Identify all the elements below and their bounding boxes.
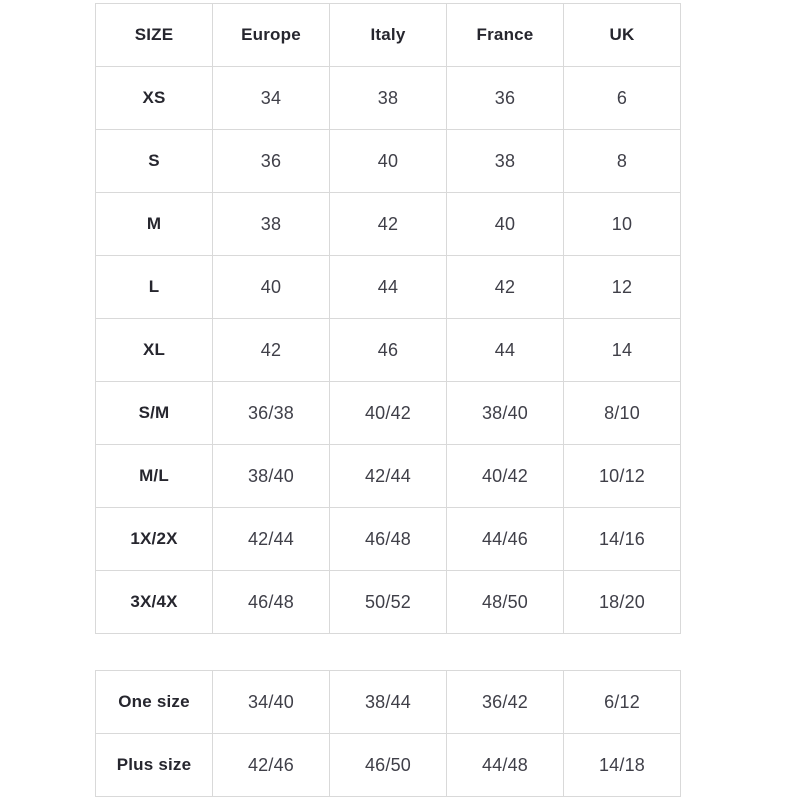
table-cell: 14/16 <box>563 507 681 571</box>
column-header-size: SIZE <box>95 3 213 67</box>
table-cell: 46/48 <box>212 570 330 634</box>
table-cell: 10/12 <box>563 444 681 508</box>
table-row-xl: XL 42 46 44 14 <box>95 318 681 382</box>
table-cell: 40 <box>329 129 447 193</box>
table-cell: 8/10 <box>563 381 681 445</box>
column-header-uk: UK <box>563 3 681 67</box>
row-label-s: S <box>95 129 213 193</box>
table-cell: 44/48 <box>446 733 564 797</box>
table-cell: 34/40 <box>212 670 330 734</box>
table-cell: 42/46 <box>212 733 330 797</box>
table-cell: 36/38 <box>212 381 330 445</box>
table-cell: 40 <box>212 255 330 319</box>
table-cell: 42/44 <box>329 444 447 508</box>
table-cell: 42 <box>446 255 564 319</box>
table-row-m-l: M/L 38/40 42/44 40/42 10/12 <box>95 444 681 508</box>
column-header-france: France <box>446 3 564 67</box>
size-conversion-table: SIZE Europe Italy France UK XS 34 38 36 … <box>95 3 681 634</box>
table-cell: 44 <box>329 255 447 319</box>
table-row-l: L 40 44 42 12 <box>95 255 681 319</box>
header-row: SIZE Europe Italy France UK <box>95 3 681 67</box>
table-cell: 12 <box>563 255 681 319</box>
table-cell: 8 <box>563 129 681 193</box>
table-row-m: M 38 42 40 10 <box>95 192 681 256</box>
table-cell: 38 <box>329 66 447 130</box>
row-label-plus-size: Plus size <box>95 733 213 797</box>
row-label-m: M <box>95 192 213 256</box>
special-sizes-table: One size 34/40 38/44 36/42 6/12 Plus siz… <box>95 670 681 797</box>
table-cell: 36/42 <box>446 670 564 734</box>
table-cell: 6/12 <box>563 670 681 734</box>
table-cell: 48/50 <box>446 570 564 634</box>
column-header-europe: Europe <box>212 3 330 67</box>
size-table-header: SIZE Europe Italy France UK <box>95 3 681 67</box>
table-cell: 38/40 <box>212 444 330 508</box>
table-row-plus-size: Plus size 42/46 46/50 44/48 14/18 <box>95 733 681 797</box>
table-cell: 40 <box>446 192 564 256</box>
table-row-s: S 36 40 38 8 <box>95 129 681 193</box>
table-cell: 38 <box>212 192 330 256</box>
table-cell: 44 <box>446 318 564 382</box>
table-cell: 46/48 <box>329 507 447 571</box>
table-cell: 42 <box>212 318 330 382</box>
table-cell: 38/44 <box>329 670 447 734</box>
row-label-xs: XS <box>95 66 213 130</box>
table-cell: 42/44 <box>212 507 330 571</box>
table-cell: 14 <box>563 318 681 382</box>
row-label-m-l: M/L <box>95 444 213 508</box>
table-cell: 38/40 <box>446 381 564 445</box>
table-cell: 18/20 <box>563 570 681 634</box>
row-label-1x-2x: 1X/2X <box>95 507 213 571</box>
row-label-xl: XL <box>95 318 213 382</box>
table-cell: 14/18 <box>563 733 681 797</box>
table-row-xs: XS 34 38 36 6 <box>95 66 681 130</box>
table-cell: 40/42 <box>329 381 447 445</box>
table-cell: 6 <box>563 66 681 130</box>
table-cell: 34 <box>212 66 330 130</box>
table-cell: 46 <box>329 318 447 382</box>
row-label-3x-4x: 3X/4X <box>95 570 213 634</box>
table-row-s-m: S/M 36/38 40/42 38/40 8/10 <box>95 381 681 445</box>
table-cell: 42 <box>329 192 447 256</box>
row-label-l: L <box>95 255 213 319</box>
size-conversion-chart: SIZE Europe Italy France UK XS 34 38 36 … <box>95 3 681 797</box>
table-row-one-size: One size 34/40 38/44 36/42 6/12 <box>95 670 681 734</box>
column-header-italy: Italy <box>329 3 447 67</box>
table-cell: 44/46 <box>446 507 564 571</box>
row-label-one-size: One size <box>95 670 213 734</box>
table-cell: 50/52 <box>329 570 447 634</box>
table-row-3x-4x: 3X/4X 46/48 50/52 48/50 18/20 <box>95 570 681 634</box>
table-cell: 10 <box>563 192 681 256</box>
table-cell: 36 <box>212 129 330 193</box>
table-cell: 38 <box>446 129 564 193</box>
table-cell: 46/50 <box>329 733 447 797</box>
table-row-1x-2x: 1X/2X 42/44 46/48 44/46 14/16 <box>95 507 681 571</box>
table-cell: 40/42 <box>446 444 564 508</box>
table-cell: 36 <box>446 66 564 130</box>
row-label-s-m: S/M <box>95 381 213 445</box>
